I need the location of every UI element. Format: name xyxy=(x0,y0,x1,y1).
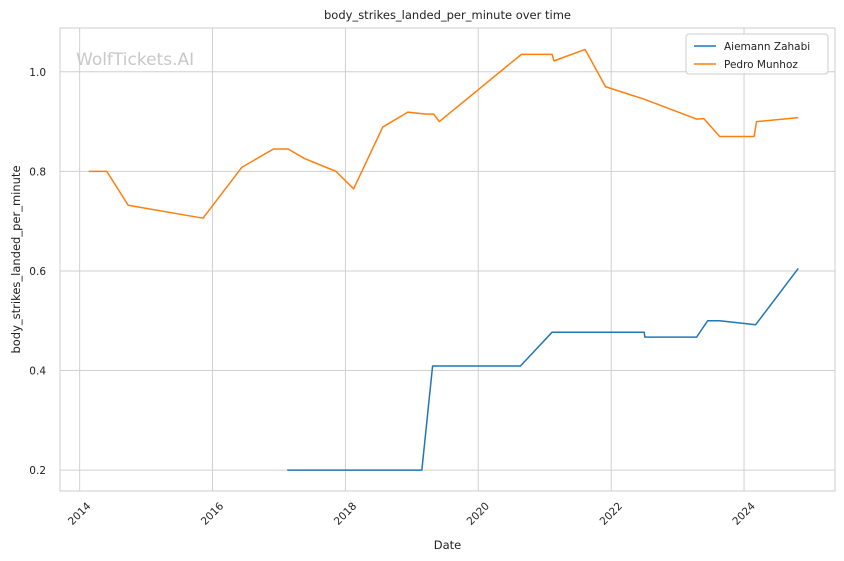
grid xyxy=(60,28,835,491)
plot-frame xyxy=(59,27,836,492)
y-tick-label: 0.2 xyxy=(29,465,46,477)
y-tick-label: 0.4 xyxy=(29,366,46,378)
y-axis-ticks: 0.2 0.4 0.6 0.8 1.0 xyxy=(29,67,46,477)
watermark: WolfTickets.AI xyxy=(76,50,194,70)
y-tick-label: 0.6 xyxy=(29,266,46,278)
legend: Aiemann Zahabi Pedro Munhoz xyxy=(685,33,829,75)
series-line-aiemann-zahabi xyxy=(287,268,799,471)
y-tick-label: 0.8 xyxy=(29,166,46,178)
series-line-pedro-munhoz xyxy=(88,48,799,219)
x-axis-label: Date xyxy=(434,538,462,552)
y-tick-label: 1.0 xyxy=(29,67,46,79)
y-axis-label: body_strikes_landed_per_minute xyxy=(9,165,23,353)
legend-label: Aiemann Zahabi xyxy=(724,41,810,53)
chart-title: body_strikes_landed_per_minute over time xyxy=(324,8,571,22)
series-lines xyxy=(88,48,799,471)
legend-label: Pedro Munhoz xyxy=(724,59,798,71)
legend-box xyxy=(685,33,829,75)
